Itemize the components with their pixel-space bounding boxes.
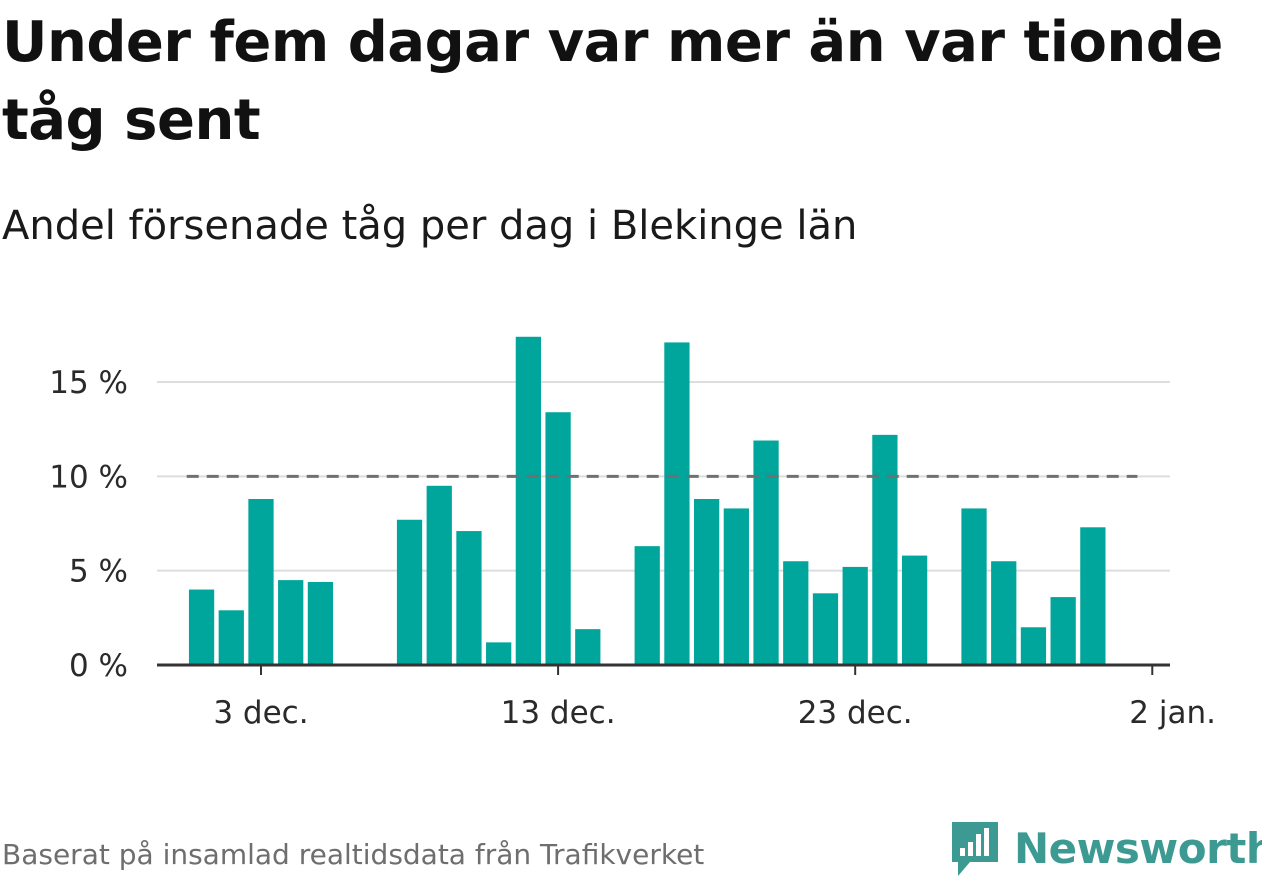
bar — [515, 336, 542, 665]
brand-logo: Newsworthy — [950, 816, 1262, 880]
bars — [188, 336, 1106, 665]
bar — [307, 582, 334, 665]
bar — [1080, 527, 1106, 665]
y-tick-label: 10 % — [49, 459, 128, 495]
brand-name: Newsworthy — [1014, 823, 1262, 873]
bar — [634, 546, 660, 665]
newsworthy-logo-icon — [952, 822, 998, 876]
bar — [1050, 597, 1076, 665]
bar-chart: 0 % 5 % 10 % 15 % 3 dec. 13 dec. 23 dec. 2 jan… — [49, 336, 1216, 731]
chart-subtitle: Andel försenade tåg per dag i Blekinge l… — [2, 203, 858, 249]
bar — [248, 499, 274, 665]
y-tick-label: 15 % — [49, 365, 128, 401]
bar — [188, 589, 215, 665]
bar — [426, 485, 452, 665]
x-axis — [157, 663, 1170, 675]
y-tick-label: 0 % — [69, 648, 128, 684]
bar — [991, 561, 1017, 665]
bar — [812, 593, 839, 665]
bar — [664, 342, 690, 665]
x-tick-label: 3 dec. — [213, 695, 308, 731]
bar — [278, 580, 304, 665]
bar — [961, 508, 987, 665]
y-tick-label: 5 % — [69, 554, 128, 590]
bar — [1020, 627, 1047, 665]
bar — [783, 561, 809, 665]
x-tick-label: 23 dec. — [798, 695, 913, 731]
x-tick-label: 2 jan. — [1129, 695, 1216, 731]
bar — [723, 508, 749, 665]
bar — [901, 555, 928, 665]
x-axis-tick-labels: 3 dec. 13 dec. 23 dec. 2 jan. — [213, 695, 1216, 731]
y-axis-tick-labels: 0 % 5 % 10 % 15 % — [49, 365, 128, 684]
bar — [545, 412, 571, 665]
bar — [575, 629, 601, 665]
bar — [486, 642, 512, 665]
bar — [842, 566, 868, 665]
bar — [872, 434, 898, 665]
chart-title: Under fem dagar var mer än var tionde tå… — [2, 10, 1223, 153]
bar — [753, 440, 779, 665]
source-note: Baserat på insamlad realtidsdata från Tr… — [2, 838, 705, 871]
x-tick-label: 13 dec. — [501, 695, 616, 731]
bar — [218, 610, 244, 665]
bar — [694, 499, 720, 665]
bar — [456, 531, 482, 665]
bar — [396, 519, 423, 665]
